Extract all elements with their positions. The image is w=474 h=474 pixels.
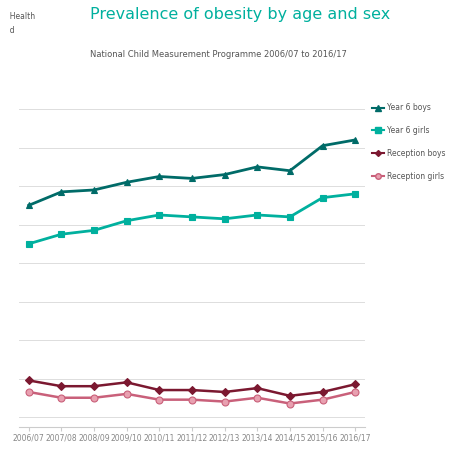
Text: d: d bbox=[5, 26, 14, 35]
Text: Child obesity: BMI ≥ 95th centile of the UK90 gro: Child obesity: BMI ≥ 95th centile of the… bbox=[223, 450, 394, 456]
Text: Health: Health bbox=[5, 12, 35, 21]
Text: National Child Measurement Programme 2006/07 to 2016/17: National Child Measurement Programme 200… bbox=[90, 50, 347, 59]
Text: Prevalence of obesity by age and sex: Prevalence of obesity by age and sex bbox=[90, 7, 390, 22]
Legend: Year 6 boys, Year 6 girls, Reception boys, Reception girls: Year 6 boys, Year 6 girls, Reception boy… bbox=[372, 103, 445, 181]
Text: erns and trends in child obesity: erns and trends in child obesity bbox=[9, 450, 120, 456]
